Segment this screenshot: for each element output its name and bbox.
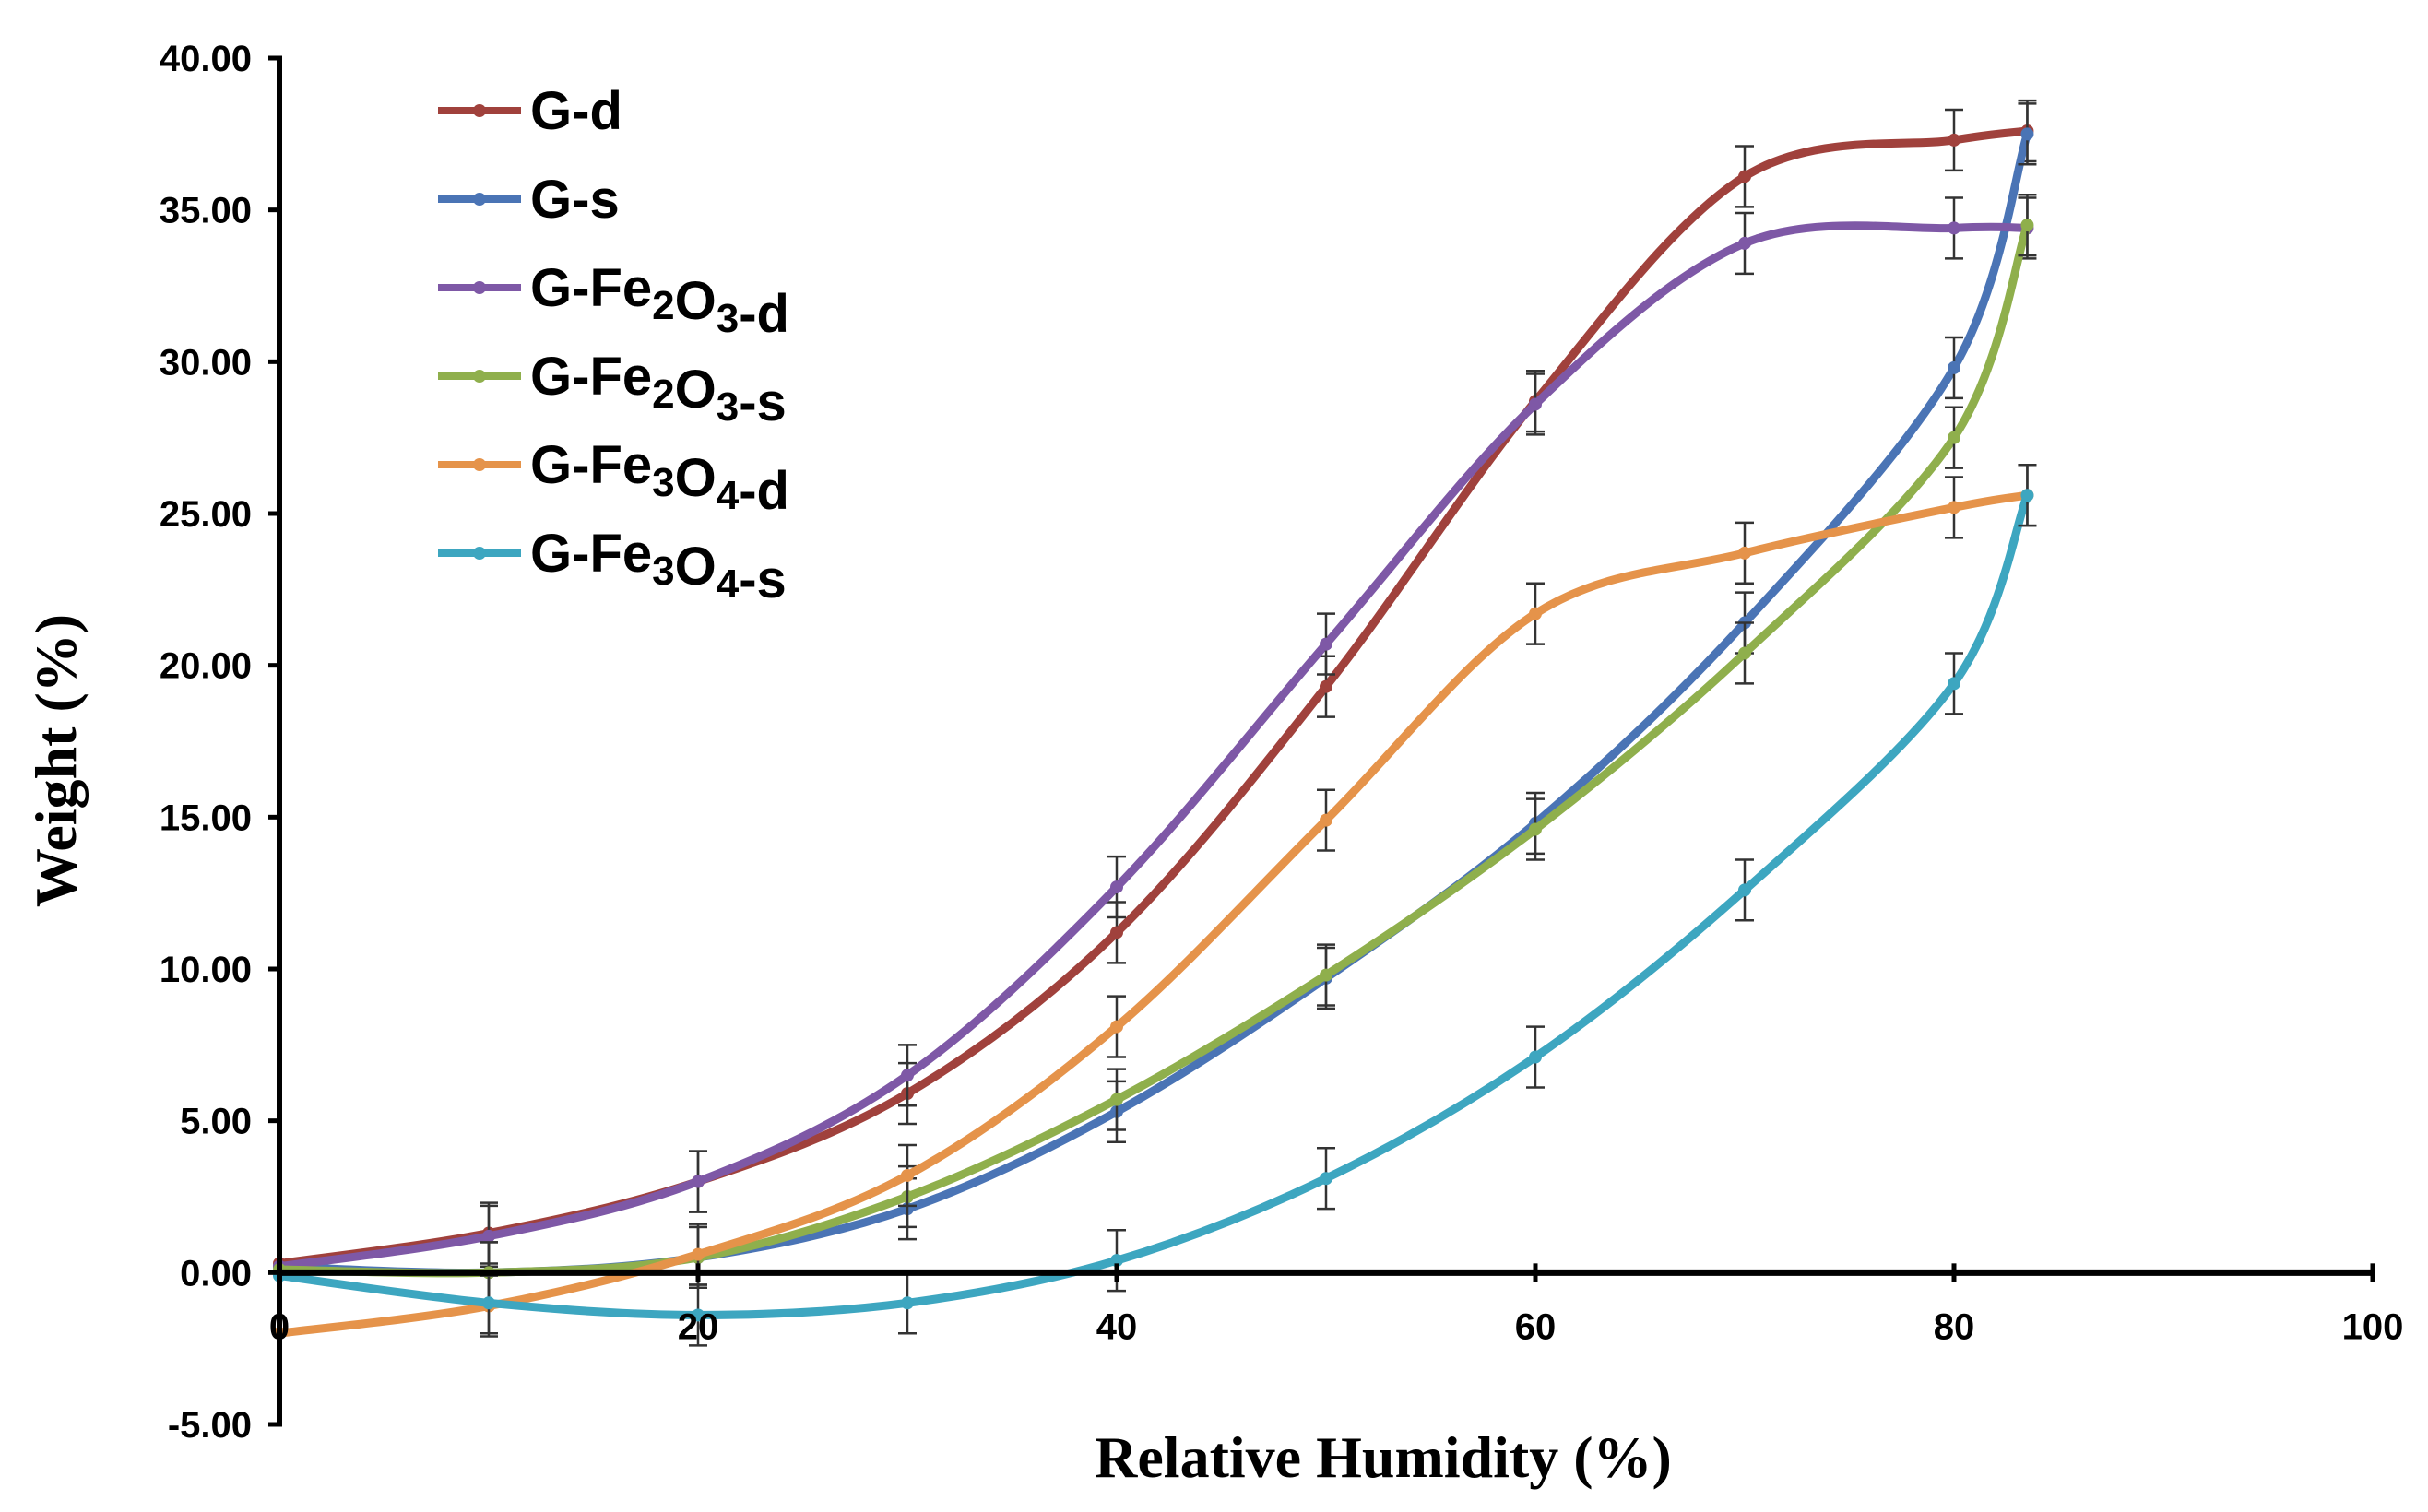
data-point [1738, 170, 1751, 183]
series-layer [273, 99, 2037, 1347]
legend-marker [473, 193, 486, 206]
data-point [482, 1296, 495, 1310]
y-tick-label: 40.00 [160, 39, 252, 79]
legend-label: G-s [530, 170, 620, 230]
data-point [1529, 397, 1542, 411]
legend-marker [473, 281, 486, 294]
y-tick-label: 10.00 [160, 950, 252, 990]
data-point [1529, 822, 1542, 836]
y-tick-label: -5.00 [168, 1405, 252, 1446]
y-tick-label: 35.00 [160, 191, 252, 231]
data-point [1738, 646, 1751, 660]
data-point [1529, 607, 1542, 620]
data-point [1948, 133, 1960, 147]
data-point [1320, 1172, 1332, 1186]
y-tick-label: 30.00 [160, 342, 252, 383]
data-point [1948, 221, 1960, 235]
legend-item: G-Fe2O3-s [438, 347, 787, 432]
data-point [901, 1168, 914, 1182]
legend-marker [473, 104, 486, 117]
series-line [275, 490, 2031, 1319]
legend-item: G-d [438, 81, 622, 141]
legend-marker [473, 458, 486, 471]
data-point [482, 1229, 495, 1243]
data-point [1948, 431, 1960, 444]
x-origin-label: 0 [269, 1306, 290, 1347]
x-tick-label: 40 [1096, 1306, 1138, 1347]
data-point [1110, 926, 1123, 939]
data-point [692, 1175, 705, 1188]
legend-item: G-s [438, 170, 620, 230]
series-G-Fe3O4-s [273, 464, 2037, 1347]
data-point [692, 1308, 705, 1322]
series-line [275, 220, 2031, 1278]
data-point [1320, 637, 1332, 651]
legend-item: G-Fe2O3-d [438, 258, 789, 344]
data-point [1738, 236, 1751, 250]
data-point [692, 1247, 705, 1261]
x-tick-label: 20 [678, 1306, 719, 1347]
data-point [1529, 1050, 1542, 1064]
y-tick-label: 20.00 [160, 646, 252, 687]
legend-label: G-Fe2O3-s [530, 347, 787, 432]
data-point [901, 1069, 914, 1082]
legend: G-d G-s G-Fe2O3-dG-Fe2O3-sG-Fe3O4-dG-Fe3O4… [438, 81, 789, 609]
data-point [1110, 880, 1123, 894]
data-point [1110, 1020, 1123, 1034]
y-tick-label: 0.00 [180, 1253, 252, 1293]
data-point [1320, 968, 1332, 982]
data-point [901, 1296, 914, 1310]
data-point [2020, 489, 2034, 502]
x-tick-label: 100 [2342, 1306, 2404, 1347]
data-point [1110, 1254, 1123, 1268]
data-point [1948, 677, 1960, 691]
y-tick-label: 5.00 [180, 1102, 252, 1142]
series-line [275, 490, 2031, 1338]
legend-label: G-Fe3O4-d [530, 435, 789, 521]
x-axis-title: Relative Humidity (%) [1095, 1424, 1672, 1490]
data-point [1948, 360, 1960, 374]
data-point [1738, 546, 1751, 560]
legend-label: G-Fe3O4-s [530, 524, 787, 609]
legend-item: G-Fe3O4-d [438, 435, 789, 521]
data-point [2020, 127, 2034, 141]
legend-marker [473, 547, 486, 560]
legend-label: G-Fe2O3-d [530, 258, 789, 344]
legend-label: G-d [530, 81, 622, 141]
data-point [1738, 883, 1751, 897]
data-point [2020, 219, 2034, 232]
x-tick-label: 80 [1934, 1306, 1975, 1347]
x-tick-label: 60 [1515, 1306, 1557, 1347]
legend-item: G-Fe3O4-s [438, 524, 787, 609]
data-point [1110, 1093, 1123, 1106]
data-point [1320, 679, 1332, 693]
data-point [1948, 501, 1960, 514]
axes: -5.00 0.00 5.00 10.00 15.00 20.00 25.00 30.00 35… [160, 39, 2403, 1446]
data-point [1320, 813, 1332, 827]
y-tick-label: 25.00 [160, 494, 252, 535]
legend-marker [473, 370, 486, 383]
y-axis-title: Weight (%) [23, 614, 89, 907]
y-tick-label: 15.00 [160, 797, 252, 838]
